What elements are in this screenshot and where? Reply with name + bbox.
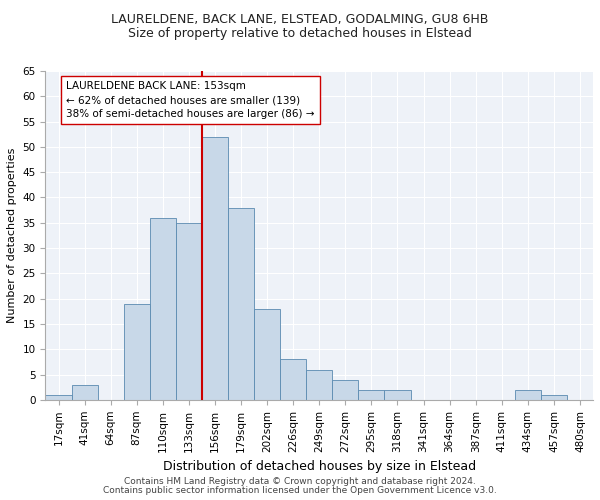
Bar: [515, 390, 541, 400]
Bar: [254, 309, 280, 400]
Text: LAURELDENE BACK LANE: 153sqm
← 62% of detached houses are smaller (139)
38% of s: LAURELDENE BACK LANE: 153sqm ← 62% of de…: [67, 81, 315, 119]
Bar: [385, 390, 410, 400]
Bar: [332, 380, 358, 400]
Text: Contains HM Land Registry data © Crown copyright and database right 2024.: Contains HM Land Registry data © Crown c…: [124, 477, 476, 486]
Text: Size of property relative to detached houses in Elstead: Size of property relative to detached ho…: [128, 28, 472, 40]
Bar: [150, 218, 176, 400]
Bar: [46, 395, 71, 400]
Bar: [176, 223, 202, 400]
Bar: [280, 360, 306, 400]
Bar: [358, 390, 385, 400]
Y-axis label: Number of detached properties: Number of detached properties: [7, 148, 17, 323]
Bar: [306, 370, 332, 400]
X-axis label: Distribution of detached houses by size in Elstead: Distribution of detached houses by size …: [163, 460, 476, 473]
Bar: [541, 395, 567, 400]
Bar: [202, 136, 228, 400]
Bar: [228, 208, 254, 400]
Bar: [71, 384, 98, 400]
Text: Contains public sector information licensed under the Open Government Licence v3: Contains public sector information licen…: [103, 486, 497, 495]
Bar: [124, 304, 150, 400]
Text: LAURELDENE, BACK LANE, ELSTEAD, GODALMING, GU8 6HB: LAURELDENE, BACK LANE, ELSTEAD, GODALMIN…: [112, 12, 488, 26]
